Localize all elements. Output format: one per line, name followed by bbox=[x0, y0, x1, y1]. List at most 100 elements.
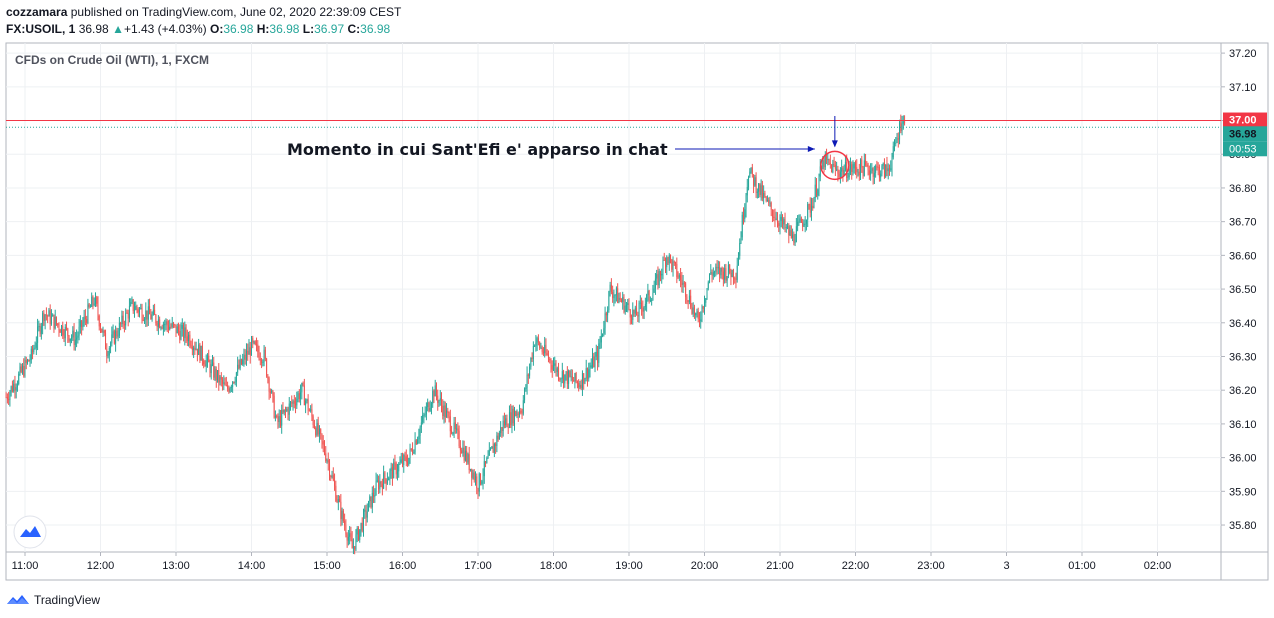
y-tick-label: 37.20 bbox=[1229, 48, 1257, 60]
candle-body bbox=[137, 309, 139, 313]
candle-body bbox=[808, 204, 810, 206]
y-tick-label: 37.10 bbox=[1229, 82, 1257, 94]
candle-body bbox=[568, 370, 570, 384]
countdown-badge bbox=[1223, 141, 1267, 157]
candle-body bbox=[307, 399, 309, 411]
candle-body bbox=[381, 483, 383, 489]
candle-body bbox=[697, 311, 699, 320]
candle-body bbox=[646, 295, 648, 304]
candle-body bbox=[83, 316, 85, 323]
candle-body bbox=[306, 399, 308, 401]
countdown-label: 00:53 bbox=[1229, 143, 1257, 155]
candle-body bbox=[57, 323, 59, 325]
candle-body bbox=[359, 529, 361, 540]
candle-body bbox=[361, 522, 363, 531]
candle-body bbox=[501, 427, 503, 431]
candle-body bbox=[268, 378, 270, 392]
candle-body bbox=[185, 327, 187, 337]
candle-body bbox=[837, 169, 839, 174]
candle-body bbox=[737, 255, 739, 266]
candle-body bbox=[369, 496, 371, 502]
candle-body bbox=[5, 396, 7, 398]
candle-body bbox=[771, 209, 773, 217]
candle-body bbox=[58, 324, 60, 331]
candle-body bbox=[558, 368, 560, 379]
candle-body bbox=[880, 173, 882, 178]
candle-body bbox=[725, 268, 727, 281]
candle-body bbox=[364, 509, 366, 512]
candle-body bbox=[374, 495, 376, 497]
candle-body bbox=[593, 356, 595, 368]
candle-body bbox=[204, 364, 206, 367]
candle-body bbox=[351, 539, 353, 549]
candle-body bbox=[870, 170, 872, 175]
candle-body bbox=[152, 309, 154, 315]
candle-body bbox=[605, 313, 607, 316]
candle-body bbox=[189, 334, 191, 345]
footer-brand[interactable]: TradingView bbox=[6, 592, 100, 608]
candle-body bbox=[266, 358, 268, 377]
candle-body bbox=[833, 163, 835, 166]
candle-body bbox=[446, 410, 448, 418]
candle-body bbox=[222, 379, 224, 384]
candle-body bbox=[622, 297, 624, 302]
candle-body bbox=[147, 306, 149, 320]
candle-body bbox=[570, 376, 572, 378]
candle-body bbox=[341, 510, 343, 519]
candle-body bbox=[741, 214, 743, 238]
candle-body bbox=[389, 470, 391, 479]
candle-body bbox=[707, 282, 709, 289]
candle-body bbox=[812, 205, 814, 209]
candle-body bbox=[195, 348, 197, 350]
candle-body bbox=[890, 168, 892, 170]
publish-info: cozzamara published on TradingView.com, … bbox=[6, 5, 401, 20]
chart-title: CFDs on Crude Oil (WTI), 1, FXCM bbox=[15, 53, 209, 67]
y-tick-label: 35.80 bbox=[1229, 520, 1257, 532]
candle-body bbox=[100, 326, 101, 329]
candle-body bbox=[766, 199, 768, 201]
candle-body bbox=[258, 351, 260, 360]
candle-body bbox=[151, 314, 153, 320]
candle-body bbox=[561, 371, 563, 379]
candle-body bbox=[829, 163, 831, 165]
candle-body bbox=[118, 322, 120, 336]
candle-body bbox=[345, 525, 347, 535]
candle-body bbox=[700, 319, 702, 322]
x-tick-label: 12:00 bbox=[87, 560, 115, 572]
candle-body bbox=[608, 291, 610, 311]
candle-body bbox=[425, 407, 427, 415]
candle-body bbox=[169, 326, 171, 330]
candle-body bbox=[634, 307, 636, 314]
candle-body bbox=[223, 382, 225, 384]
candle-body bbox=[779, 220, 781, 227]
candle-body bbox=[696, 311, 698, 314]
candle-body bbox=[86, 319, 88, 323]
candle-body bbox=[371, 492, 373, 508]
candle-body bbox=[415, 440, 417, 445]
candle-body bbox=[92, 296, 94, 304]
candle-body bbox=[259, 359, 261, 361]
candle-body bbox=[357, 528, 359, 540]
candle-body bbox=[554, 363, 556, 366]
candle-body bbox=[604, 313, 606, 329]
candle-body bbox=[172, 322, 174, 325]
candle-body bbox=[300, 392, 302, 400]
candle-body bbox=[105, 332, 107, 350]
candle-body bbox=[60, 325, 62, 333]
x-tick-label: 23:00 bbox=[917, 560, 945, 572]
author-name[interactable]: cozzamara bbox=[6, 5, 68, 19]
candle-body bbox=[123, 324, 125, 326]
candle-body bbox=[150, 314, 152, 320]
price-badge-red bbox=[1223, 112, 1267, 128]
candle-body bbox=[598, 343, 600, 363]
candle-body bbox=[155, 315, 157, 324]
candle-body bbox=[112, 331, 114, 335]
candle-body bbox=[682, 282, 684, 285]
candle-body bbox=[206, 355, 208, 361]
candle-body bbox=[706, 288, 708, 299]
candle-body bbox=[861, 159, 863, 168]
candle-body bbox=[190, 344, 192, 347]
candle-body bbox=[519, 410, 521, 415]
candle-body bbox=[823, 160, 825, 168]
